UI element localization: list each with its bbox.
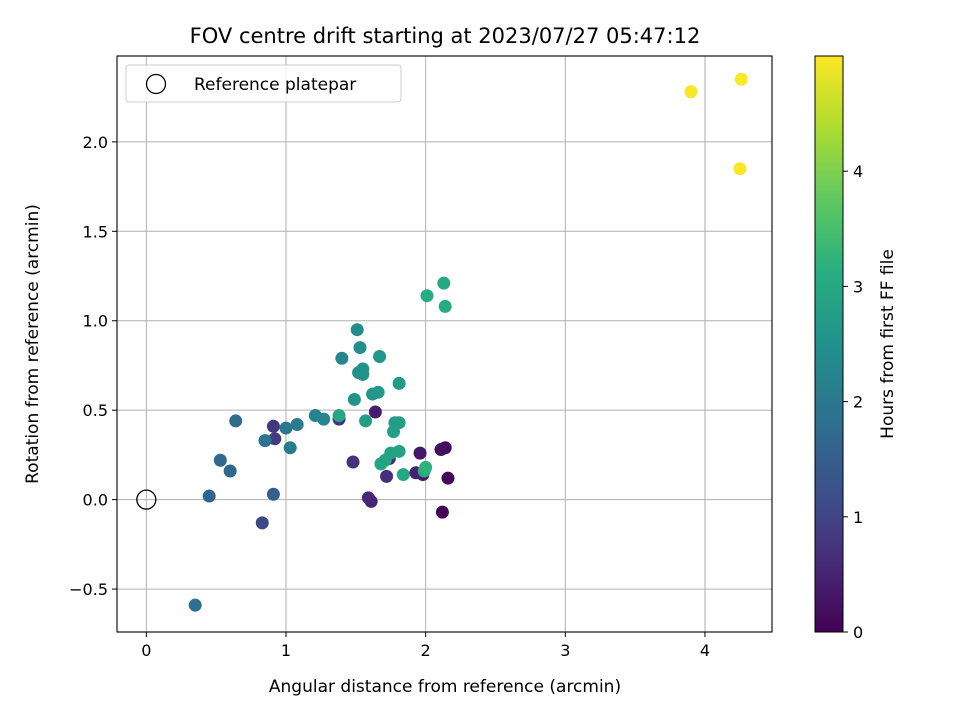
colorbar-tick-label: 0 [853,623,863,642]
data-point [378,453,392,467]
data-point [353,341,367,355]
data-point [188,598,202,612]
data-point [268,432,282,446]
data-point [387,425,401,439]
data-point [419,460,433,474]
plot-area-frame [116,55,773,633]
colorbar-tick-label: 2 [853,393,863,412]
y-tick-label: 0.5 [83,401,108,420]
data-point [335,351,349,365]
data-point [202,489,216,503]
data-point [258,434,272,448]
x-tick-label: 4 [700,641,710,660]
data-point [368,405,382,419]
data-point [396,468,410,482]
x-tick-label: 1 [281,641,291,660]
x-axis-ticks: 0 1 2 3 4 [141,632,710,660]
data-point [255,516,269,530]
data-point [356,367,370,381]
y-tick-label: 1.5 [83,222,108,241]
legend: Reference platepar [125,64,402,103]
data-point [441,471,455,485]
colorbar-ticks: 0 1 2 3 4 [843,162,863,642]
colorbar-tick-label: 4 [853,162,863,181]
chart-title: FOV centre drift starting at 2023/07/27 … [190,24,701,48]
colorbar-gradient [814,55,844,633]
data-point [392,444,406,458]
data-point [332,409,346,423]
data-point [684,85,698,99]
y-tick-label: 1.0 [83,312,108,331]
data-point [283,441,297,455]
data-point [434,443,448,457]
grid-lines [117,56,772,632]
reference-platepar-marker [136,489,157,510]
y-tick-label: −0.5 [69,580,108,599]
legend-marker-open-circle [145,73,167,95]
colorbar: 0 1 2 3 4 Hours from first FF file [814,55,898,642]
data-point [437,276,451,290]
data-point [361,491,375,505]
data-point [346,455,360,469]
data-points [188,72,748,612]
y-axis-ticks: −0.5 0.0 0.5 1.0 1.5 2.0 [69,133,117,599]
data-point [359,414,373,428]
x-axis-label: Angular distance from reference (arcmin) [269,677,621,697]
colorbar-tick-label: 3 [853,277,863,296]
colorbar-label: Hours from first FF file [878,249,898,439]
data-point [279,421,293,435]
data-point [229,414,243,428]
data-point [380,469,394,483]
data-point [290,417,304,431]
data-point [392,376,406,390]
x-tick-label: 0 [141,641,151,660]
legend-box [125,64,402,103]
data-point [373,350,387,364]
colorbar-tick-label: 1 [853,508,863,527]
y-tick-label: 0.0 [83,491,108,510]
x-tick-label: 3 [560,641,570,660]
data-point [435,505,449,519]
data-point [223,464,237,478]
data-point [347,392,361,406]
data-point [420,289,434,303]
data-point [734,72,748,86]
data-point [438,299,452,313]
data-point [371,385,385,399]
x-tick-label: 2 [421,641,431,660]
data-point [317,412,331,426]
reference-layer [136,489,157,510]
data-point [213,453,227,467]
data-point [413,446,427,460]
data-point [350,323,364,337]
data-point [733,162,747,176]
y-tick-label: 2.0 [83,133,108,152]
legend-label: Reference platepar [194,75,356,95]
y-axis-label: Rotation from reference (arcmin) [23,204,43,484]
data-point [266,419,280,433]
data-point [266,487,280,501]
